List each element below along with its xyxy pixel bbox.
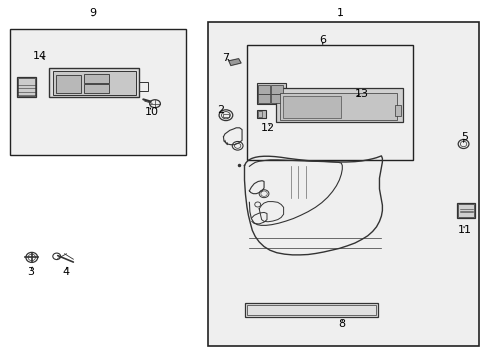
Text: 14: 14 bbox=[33, 51, 47, 61]
Text: 5: 5 bbox=[460, 132, 467, 142]
Bar bbox=[18, 78, 35, 96]
Bar bbox=[49, 68, 139, 97]
Bar bbox=[247, 305, 375, 315]
Text: 2: 2 bbox=[217, 105, 224, 115]
Bar bbox=[270, 94, 282, 103]
Text: 3: 3 bbox=[27, 267, 34, 277]
Polygon shape bbox=[228, 59, 241, 66]
Bar bbox=[258, 85, 269, 94]
Bar bbox=[17, 77, 36, 97]
Bar bbox=[457, 204, 473, 217]
Bar bbox=[270, 85, 282, 94]
Text: 10: 10 bbox=[144, 107, 158, 117]
Bar bbox=[276, 88, 403, 122]
Bar bbox=[10, 29, 185, 155]
Text: 13: 13 bbox=[354, 89, 368, 99]
Bar bbox=[245, 303, 377, 317]
Bar bbox=[456, 203, 474, 218]
Text: 6: 6 bbox=[319, 35, 325, 45]
Text: 7: 7 bbox=[222, 53, 229, 63]
Bar bbox=[258, 94, 269, 103]
Bar bbox=[223, 114, 228, 117]
Text: 12: 12 bbox=[261, 123, 274, 133]
Text: 8: 8 bbox=[338, 319, 345, 329]
Bar bbox=[207, 22, 478, 346]
Bar bbox=[282, 96, 341, 118]
Bar bbox=[84, 74, 108, 83]
Text: 11: 11 bbox=[457, 225, 470, 235]
Bar bbox=[246, 45, 412, 160]
Bar bbox=[257, 111, 261, 117]
Text: 9: 9 bbox=[89, 8, 96, 18]
Bar bbox=[279, 93, 396, 120]
Bar bbox=[256, 83, 285, 104]
Bar bbox=[53, 71, 136, 95]
Bar bbox=[84, 84, 108, 93]
Text: 1: 1 bbox=[336, 8, 343, 18]
Bar bbox=[139, 82, 148, 91]
Bar bbox=[56, 75, 81, 93]
Bar bbox=[256, 110, 265, 118]
Bar bbox=[394, 105, 400, 116]
Text: 4: 4 bbox=[62, 267, 69, 277]
